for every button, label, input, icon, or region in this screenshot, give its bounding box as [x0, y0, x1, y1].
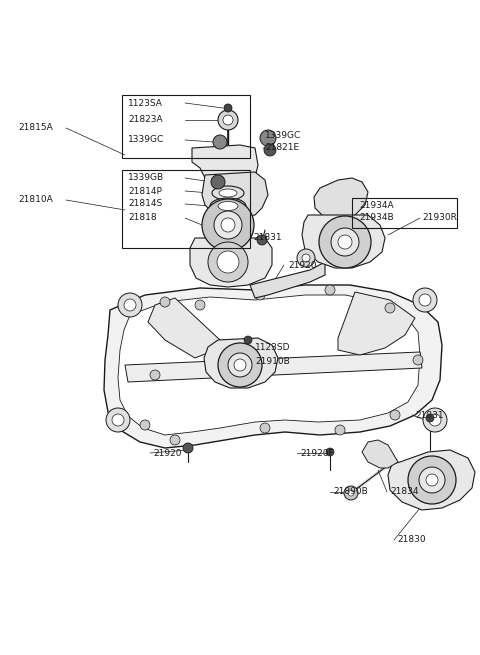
Text: 1123SA: 1123SA — [128, 98, 163, 107]
Text: 21920: 21920 — [153, 449, 181, 457]
Circle shape — [195, 300, 205, 310]
Polygon shape — [314, 178, 368, 220]
Bar — [352, 198, 457, 228]
Circle shape — [244, 336, 252, 344]
Circle shape — [408, 456, 456, 504]
Polygon shape — [125, 352, 422, 382]
Circle shape — [319, 216, 371, 268]
Polygon shape — [118, 295, 420, 435]
Polygon shape — [362, 440, 398, 468]
Circle shape — [218, 343, 262, 387]
Text: 21821E: 21821E — [265, 143, 299, 153]
Circle shape — [170, 435, 180, 445]
Circle shape — [160, 297, 170, 307]
Circle shape — [257, 235, 267, 245]
Bar — [122, 95, 250, 158]
Text: 21830: 21830 — [397, 536, 426, 544]
Polygon shape — [202, 172, 268, 218]
Circle shape — [413, 288, 437, 312]
Circle shape — [385, 303, 395, 313]
Circle shape — [325, 285, 335, 295]
Circle shape — [331, 228, 359, 256]
Circle shape — [213, 135, 227, 149]
Text: 1123SD: 1123SD — [255, 343, 290, 352]
Circle shape — [335, 425, 345, 435]
Bar — [122, 170, 250, 248]
Polygon shape — [190, 238, 272, 287]
Circle shape — [228, 353, 252, 377]
Circle shape — [106, 408, 130, 432]
Circle shape — [426, 474, 438, 486]
Polygon shape — [104, 285, 442, 448]
Circle shape — [302, 254, 310, 262]
Polygon shape — [302, 215, 385, 268]
Text: 21890B: 21890B — [333, 487, 368, 496]
Circle shape — [221, 218, 235, 232]
Circle shape — [150, 370, 160, 380]
Circle shape — [118, 293, 142, 317]
Circle shape — [338, 235, 352, 249]
Circle shape — [214, 211, 242, 239]
Circle shape — [260, 423, 270, 433]
Text: 21831: 21831 — [415, 411, 444, 419]
Ellipse shape — [219, 189, 237, 197]
Circle shape — [429, 414, 441, 426]
Circle shape — [419, 294, 431, 306]
Circle shape — [183, 443, 193, 453]
Text: 21818: 21818 — [128, 214, 156, 223]
Text: 21934A: 21934A — [359, 200, 394, 210]
Text: 21920F: 21920F — [300, 449, 334, 457]
Circle shape — [223, 115, 233, 125]
Text: 21910B: 21910B — [255, 356, 290, 365]
Text: 21930R: 21930R — [422, 214, 457, 223]
Text: 21934B: 21934B — [359, 214, 394, 223]
Circle shape — [423, 408, 447, 432]
Polygon shape — [338, 292, 415, 355]
Ellipse shape — [218, 202, 238, 210]
Ellipse shape — [212, 186, 244, 200]
Polygon shape — [250, 262, 325, 298]
Text: 21810A: 21810A — [18, 195, 53, 204]
Text: 21814S: 21814S — [128, 200, 162, 208]
Circle shape — [348, 490, 354, 496]
Circle shape — [112, 414, 124, 426]
Circle shape — [326, 448, 334, 456]
Circle shape — [413, 355, 423, 365]
Text: 21834: 21834 — [390, 487, 419, 496]
Circle shape — [390, 410, 400, 420]
Text: 21815A: 21815A — [18, 124, 53, 132]
Circle shape — [419, 467, 445, 493]
Circle shape — [260, 130, 276, 146]
Polygon shape — [204, 338, 278, 388]
Circle shape — [218, 110, 238, 130]
Circle shape — [208, 242, 248, 282]
Text: 1339GB: 1339GB — [128, 174, 164, 183]
Circle shape — [217, 251, 239, 273]
Circle shape — [344, 486, 358, 500]
Circle shape — [202, 199, 254, 251]
Circle shape — [255, 290, 265, 300]
Circle shape — [297, 249, 315, 267]
Text: 21814P: 21814P — [128, 187, 162, 195]
Text: 21831: 21831 — [253, 233, 282, 242]
Circle shape — [426, 414, 434, 422]
Polygon shape — [388, 450, 475, 510]
Text: 1339GC: 1339GC — [128, 136, 164, 145]
Circle shape — [211, 175, 225, 189]
Polygon shape — [192, 145, 258, 188]
Circle shape — [234, 359, 246, 371]
Circle shape — [224, 104, 232, 112]
Polygon shape — [148, 298, 220, 358]
Ellipse shape — [210, 198, 246, 214]
Circle shape — [124, 299, 136, 311]
Text: 1339GC: 1339GC — [265, 132, 301, 141]
Circle shape — [140, 420, 150, 430]
Text: 21823A: 21823A — [128, 115, 163, 124]
Text: 21920: 21920 — [288, 261, 316, 269]
Circle shape — [264, 144, 276, 156]
